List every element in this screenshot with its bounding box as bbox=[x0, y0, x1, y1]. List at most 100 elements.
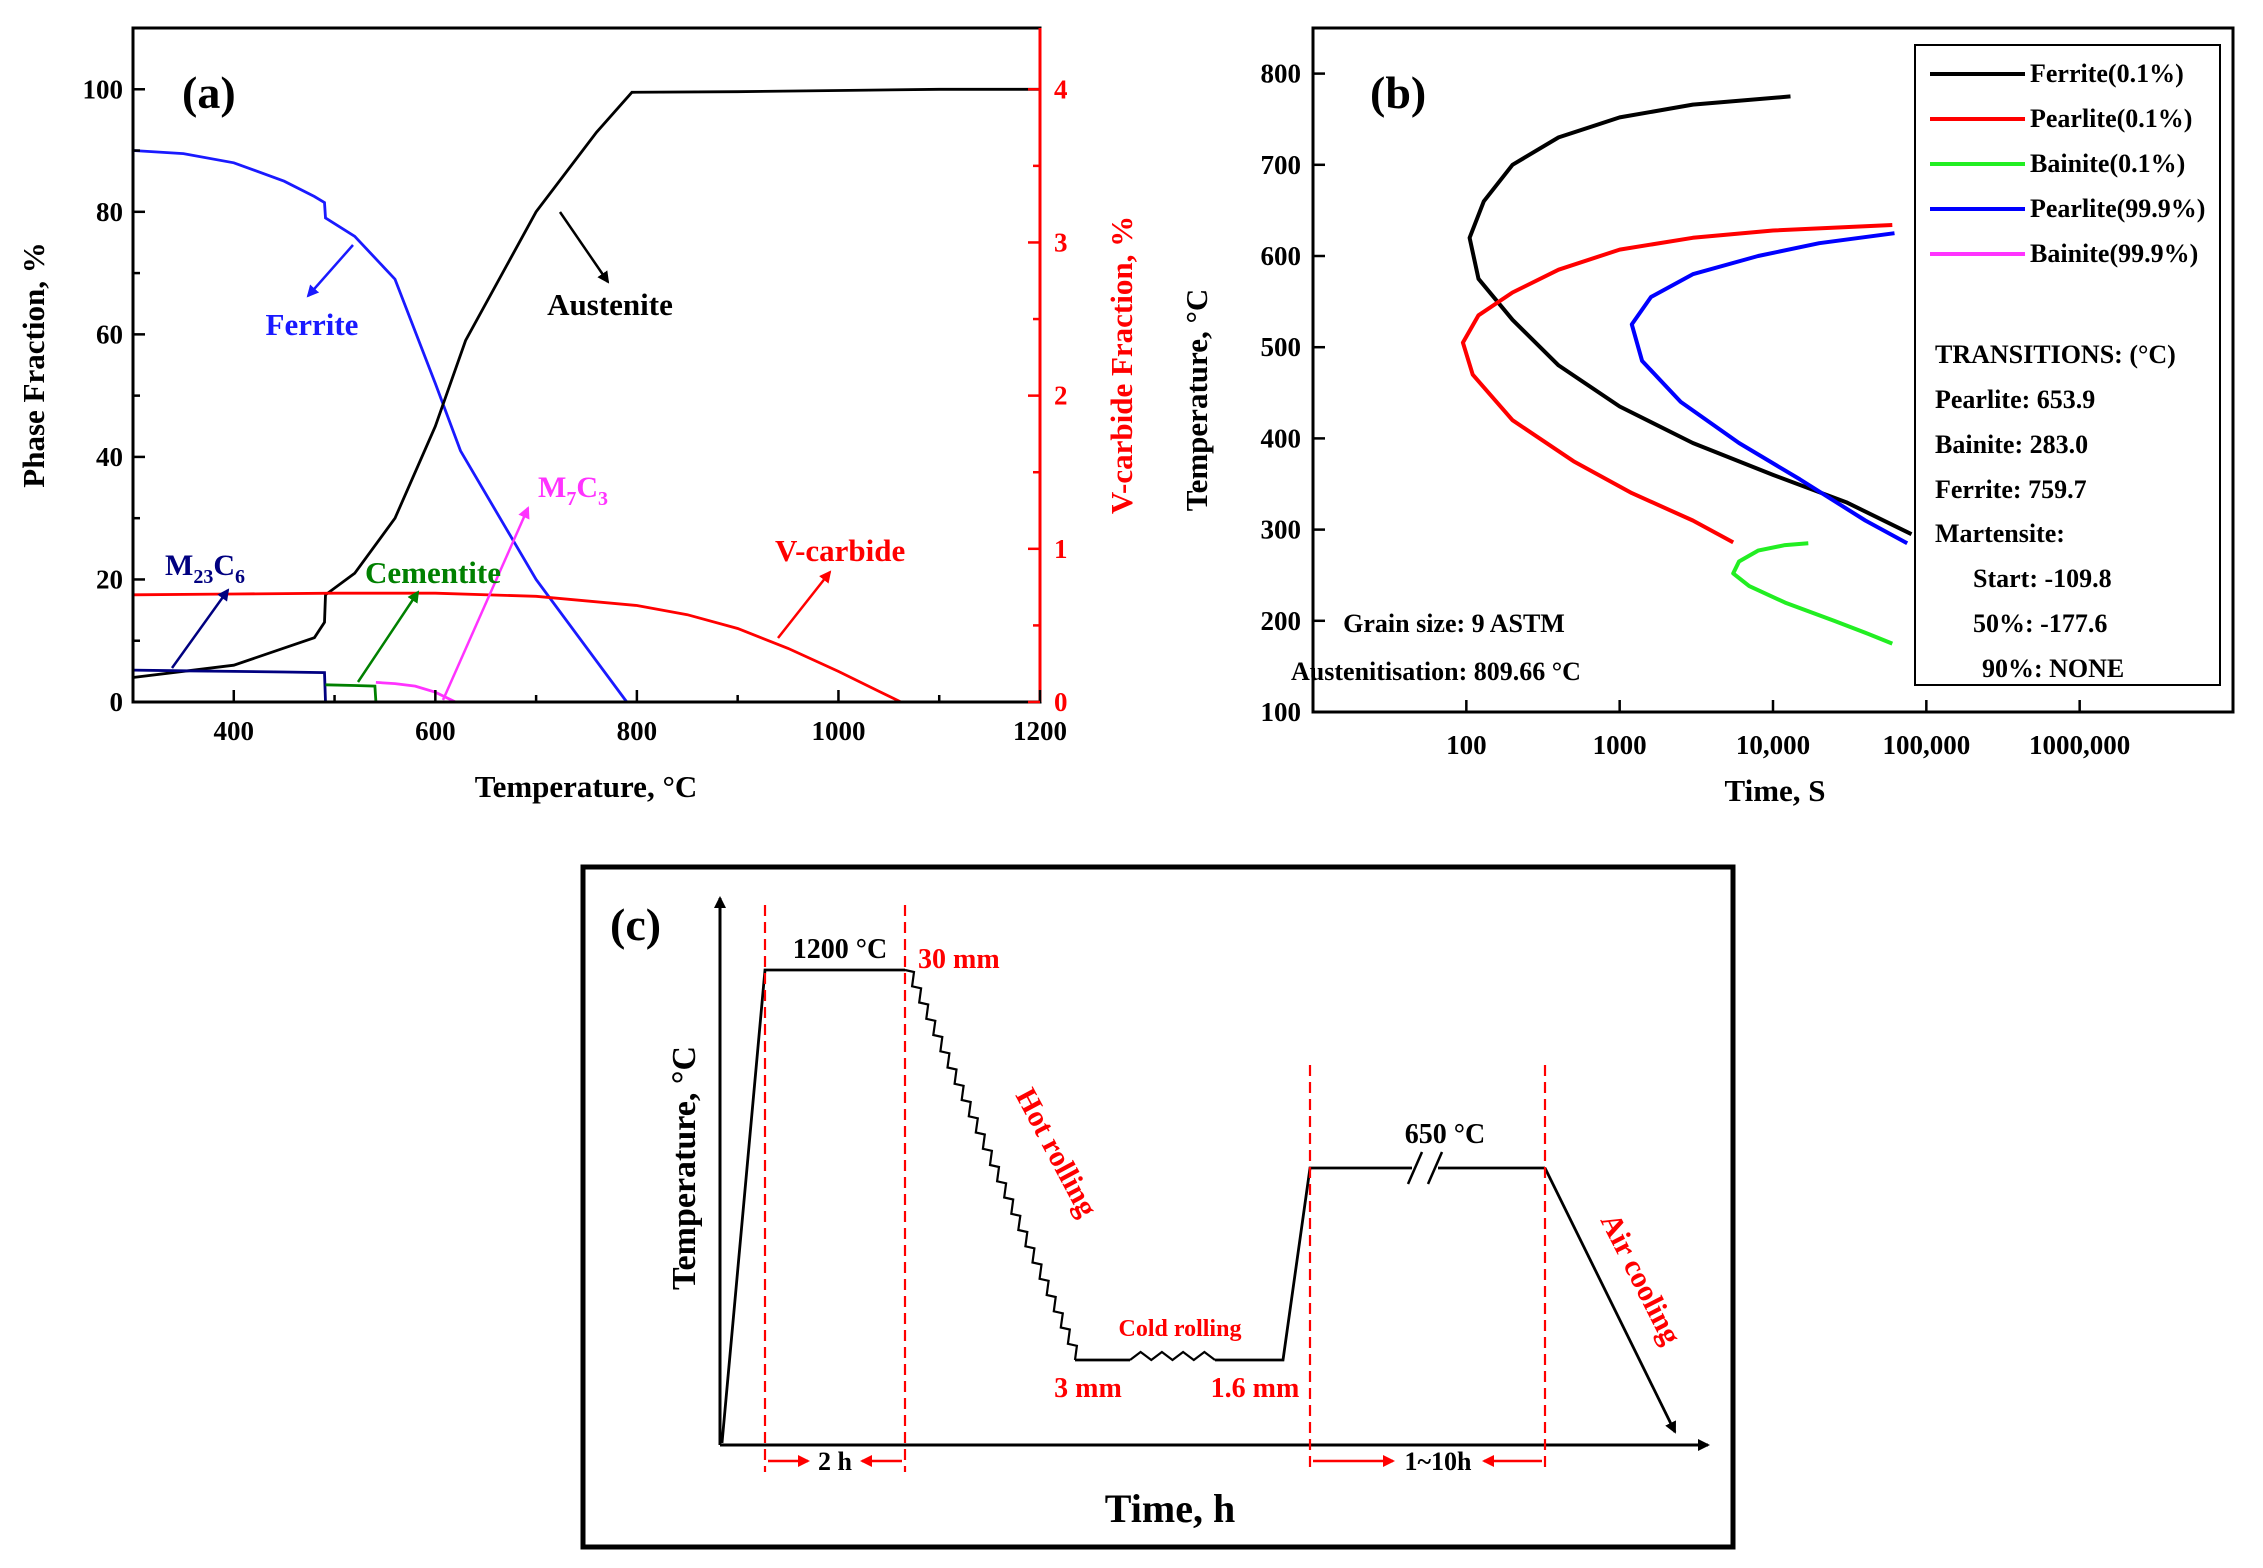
transition-pearlite: Pearlite: 653.9 bbox=[1935, 385, 2095, 414]
annotation-ferrite: Ferrite bbox=[266, 307, 359, 342]
b-xtick-label: 1000,000 bbox=[2029, 730, 2130, 760]
a-ytick-label: 0 bbox=[110, 687, 124, 717]
b-xtick-label: 10,000 bbox=[1736, 730, 1810, 760]
b-xtick-label: 100 bbox=[1446, 730, 1487, 760]
martensite-start: Start: -109.8 bbox=[1973, 564, 2112, 593]
a-ytick-label: 40 bbox=[96, 442, 123, 472]
panel-c-label: (c) bbox=[610, 899, 661, 950]
panel-b-series bbox=[1460, 94, 1913, 646]
a-xtick-label: 800 bbox=[617, 716, 658, 746]
process-reheat-and-anneal bbox=[1215, 1166, 1412, 1362]
series-ferrite bbox=[132, 149, 628, 703]
annotation-austenitisation: Austenitisation: 809.66 °C bbox=[1291, 657, 1581, 686]
martensite-90: 90%: NONE bbox=[1982, 654, 2124, 683]
label-hot-thickness: 3 mm bbox=[1054, 1373, 1122, 1404]
annotation-cementite: Cementite bbox=[365, 555, 501, 590]
b-xtick-label: 100,000 bbox=[1882, 730, 1970, 760]
axis-break-mark-2 bbox=[1426, 1151, 1444, 1185]
legend-entry: Pearlite(99.9%) bbox=[2030, 194, 2205, 223]
process-heating-and-soak bbox=[720, 968, 905, 1444]
panel-a-label: (a) bbox=[182, 67, 236, 118]
a-xtick-label: 1000 bbox=[811, 716, 865, 746]
annotation-grain-size: Grain size: 9 ASTM bbox=[1343, 609, 1565, 638]
a-y2tick-label: 4 bbox=[1054, 74, 1068, 104]
legend-entry: Bainite(0.1%) bbox=[2030, 149, 2185, 178]
a-y2tick-label: 3 bbox=[1054, 227, 1068, 257]
axis-break-mark-1 bbox=[1406, 1151, 1424, 1185]
series-pearlite-99-9- bbox=[1629, 231, 1909, 546]
panel-b: 100 1000 10,000 100,000 1000,000 100 200 300 40… bbox=[1179, 26, 2235, 808]
panel-b-xlabel: Time, S bbox=[1724, 773, 1825, 808]
label-start-thickness: 30 mm bbox=[918, 944, 1000, 975]
series-v-carbide bbox=[132, 591, 902, 704]
a-y2tick-label: 2 bbox=[1054, 381, 1068, 411]
label-anneal-temp: 650 °C bbox=[1405, 1119, 1485, 1150]
arrow-ferrite bbox=[306, 244, 354, 298]
annotation-austenite: Austenite bbox=[547, 287, 673, 322]
transition-bainite: Bainite: 283.0 bbox=[1935, 430, 2088, 459]
transition-martensite: Martensite: bbox=[1935, 519, 2065, 548]
legend-entry: Bainite(99.9%) bbox=[2030, 239, 2198, 268]
a-y2tick-label: 0 bbox=[1054, 687, 1068, 717]
a-ytick-label: 60 bbox=[96, 319, 123, 349]
label-reheat-temp: 1200 °C bbox=[793, 934, 887, 965]
series-ferrite-0-1- bbox=[1467, 94, 1913, 536]
panel-b-label: (b) bbox=[1370, 67, 1426, 118]
anneal-time-label: 1~10h bbox=[1405, 1447, 1473, 1476]
a-xtick-label: 1200 bbox=[1013, 716, 1067, 746]
annotation-m7c3: M7C3 bbox=[538, 471, 608, 510]
annotation-m23c6: M23C6 bbox=[165, 549, 245, 588]
b-ytick-label: 800 bbox=[1261, 59, 1302, 89]
process-air-cooling bbox=[1543, 1167, 1677, 1434]
b-ytick-label: 300 bbox=[1261, 515, 1302, 545]
panel-a-xlabel: Temperature, °C bbox=[475, 769, 697, 804]
process-cold-rolling-steps bbox=[1129, 1350, 1216, 1362]
soak-time-label: 2 h bbox=[818, 1447, 853, 1476]
a-y2tick-label: 1 bbox=[1054, 534, 1068, 564]
series-austenite bbox=[132, 87, 1040, 679]
series-bainite-0-1- bbox=[1731, 541, 1894, 646]
annotation-vcarbide: V-carbide bbox=[775, 533, 905, 568]
process-hot-rolling-steps bbox=[904, 968, 1079, 1361]
panel-a-y2label: V-carbide Fraction, % bbox=[1104, 216, 1139, 514]
a-ytick-label: 100 bbox=[83, 74, 124, 104]
panel-c-frame bbox=[580, 864, 1736, 1550]
a-xtick-label: 600 bbox=[415, 716, 456, 746]
panel-c-ylabel: Temperature, °C bbox=[666, 1046, 703, 1290]
panel-b-ylabel: Temperature, °C bbox=[1179, 289, 1214, 511]
b-xtick-label: 1000 bbox=[1593, 730, 1647, 760]
panel-c-xlabel: Time, h bbox=[1105, 1486, 1235, 1531]
b-ytick-label: 100 bbox=[1261, 697, 1302, 727]
panel-a: 400 600 800 1000 1200 0 20 40 60 80 100 0 1 2 3 4 (a)… bbox=[16, 26, 1139, 804]
b-ytick-label: 400 bbox=[1261, 423, 1302, 453]
legend-box bbox=[1914, 44, 2221, 686]
a-ytick-label: 20 bbox=[96, 564, 123, 594]
b-ytick-label: 700 bbox=[1261, 150, 1302, 180]
transitions-block: TRANSITIONS: (°C) Pearlite: 653.9 Bainit… bbox=[1935, 340, 2176, 683]
martensite-50: 50%: -177.6 bbox=[1973, 609, 2107, 638]
b-ytick-label: 200 bbox=[1261, 606, 1302, 636]
series-cementite bbox=[325, 683, 378, 703]
panel-c: (c) Time, h Temperature, °C 2 h 1~10h 12… bbox=[580, 864, 1736, 1550]
label-cold-thickness: 1.6 mm bbox=[1211, 1373, 1300, 1404]
a-ytick-label: 80 bbox=[96, 197, 123, 227]
arrow-vcarbide bbox=[777, 570, 832, 639]
transitions-title: TRANSITIONS: (°C) bbox=[1935, 340, 2176, 369]
arrow-cementite bbox=[356, 590, 420, 683]
label-air-cooling: Air cooling bbox=[1594, 1208, 1688, 1349]
panel-a-series bbox=[132, 87, 1040, 704]
legend-entry: Pearlite(0.1%) bbox=[2030, 104, 2192, 133]
panel-a-ylabel: Phase Fraction, % bbox=[16, 242, 51, 487]
arrow-m7c3 bbox=[441, 506, 530, 701]
arrow-austenite bbox=[558, 211, 610, 284]
legend: Ferrite(0.1%) Pearlite(0.1%) Bainite(0.1%)… bbox=[1930, 59, 2205, 268]
label-hot-rolling: Hot rolling bbox=[1009, 1083, 1104, 1222]
label-cold-rolling: Cold rolling bbox=[1119, 1316, 1242, 1342]
legend-entry: Ferrite(0.1%) bbox=[2030, 59, 2184, 88]
arrow-m23c6 bbox=[170, 588, 230, 669]
b-ytick-label: 500 bbox=[1261, 332, 1302, 362]
series-m23c6 bbox=[132, 668, 327, 703]
series-pearlite-0-1- bbox=[1460, 223, 1893, 545]
series-m7c3 bbox=[375, 681, 457, 704]
